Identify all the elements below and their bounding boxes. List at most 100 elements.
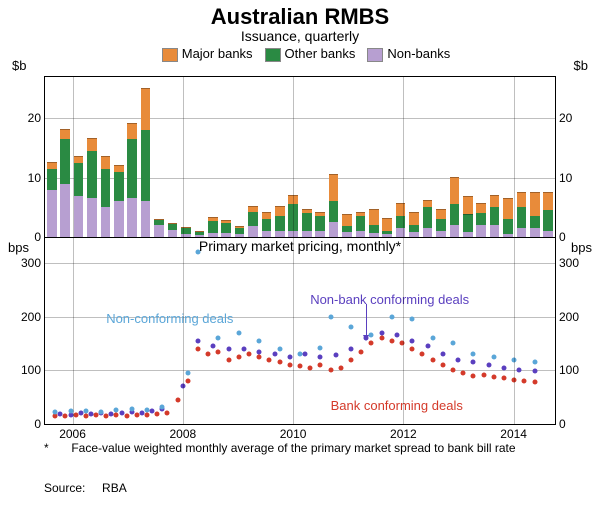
bar-segment (262, 218, 272, 231)
bar-segment (195, 231, 205, 232)
legend-label: Non-banks (387, 46, 450, 61)
data-point (517, 368, 522, 373)
data-point (481, 372, 486, 377)
bar-segment (315, 212, 325, 216)
data-point (196, 338, 201, 343)
bar-segment (235, 226, 245, 228)
bar-segment (409, 212, 419, 225)
bar-segment (87, 197, 97, 237)
bar-segment (248, 211, 258, 227)
bar-segment (329, 221, 339, 237)
data-point (338, 365, 343, 370)
y-tick: 200 (21, 310, 41, 324)
data-point (333, 353, 338, 358)
data-point (440, 352, 445, 357)
bar-segment (208, 217, 218, 221)
data-point (328, 368, 333, 373)
data-point (349, 325, 354, 330)
data-point (522, 379, 527, 384)
top-panel: 1010202000 (44, 76, 556, 238)
y-tick: 300 (559, 256, 579, 270)
y-tick: 100 (559, 363, 579, 377)
x-tick: 2012 (390, 427, 417, 441)
data-point (160, 404, 165, 409)
data-point (241, 346, 246, 351)
data-point (247, 352, 252, 357)
bar-segment (463, 196, 473, 215)
data-point (58, 412, 63, 417)
bar-segment (517, 192, 527, 208)
data-point (139, 410, 144, 415)
data-point (491, 354, 496, 359)
legend-swatch (265, 48, 281, 62)
data-point (216, 336, 221, 341)
bar-segment (221, 222, 231, 234)
bar-segment (530, 192, 540, 217)
bar-segment (302, 212, 312, 231)
data-point (298, 364, 303, 369)
data-point (145, 413, 150, 418)
bar-segment (168, 223, 178, 224)
data-point (257, 354, 262, 359)
bar-segment (436, 209, 446, 219)
y-tick: 100 (21, 363, 41, 377)
bar-segment (114, 165, 124, 172)
data-point (165, 411, 170, 416)
data-point (257, 349, 262, 354)
bar-segment (490, 195, 500, 208)
data-point (303, 352, 308, 357)
bar-segment (530, 215, 540, 228)
bar-segment (476, 203, 486, 213)
bar-segment (275, 215, 285, 231)
data-point (369, 333, 374, 338)
data-point (532, 360, 537, 365)
top-legend: Major banksOther banksNon-banks (0, 46, 600, 62)
x-tick: 2010 (280, 427, 307, 441)
data-point (272, 352, 277, 357)
bar-segment (101, 168, 111, 208)
bar-segment (74, 162, 84, 196)
bar-segment (423, 200, 433, 207)
bar-segment (342, 214, 352, 227)
bar-segment (101, 206, 111, 237)
data-point (451, 341, 456, 346)
data-point (287, 354, 292, 359)
data-point (532, 369, 537, 374)
source-line: Source: RBA (44, 480, 570, 496)
x-tick: 2006 (59, 427, 86, 441)
data-point (502, 376, 507, 381)
bar-segment (356, 215, 366, 231)
data-point (471, 373, 476, 378)
footnote: * Face-value weighted monthly average of… (44, 440, 570, 456)
data-point (211, 344, 216, 349)
x-tick: 2008 (169, 427, 196, 441)
bar-segment (356, 212, 366, 216)
data-point (410, 346, 415, 351)
bar-segment (141, 88, 151, 130)
data-point (389, 338, 394, 343)
bottom-panel: 10010020020030030000Non-conforming deals… (44, 236, 556, 425)
bar-segment (382, 218, 392, 231)
data-point (196, 346, 201, 351)
source-value: RBA (102, 481, 127, 495)
data-point (185, 379, 190, 384)
chart-container: { "title": "Australian RMBS", "top": { "… (0, 0, 600, 516)
bar-segment (543, 209, 553, 231)
data-point (257, 338, 262, 343)
data-point (216, 349, 221, 354)
bar-segment (127, 197, 137, 237)
bar-segment (60, 129, 70, 139)
data-point (318, 345, 323, 350)
legend-swatch (367, 48, 383, 62)
bar-segment (315, 215, 325, 231)
bar-segment (235, 227, 245, 234)
bar-segment (275, 206, 285, 216)
data-point (451, 368, 456, 373)
bar-segment (517, 206, 527, 228)
bar-segment (127, 123, 137, 139)
data-point (349, 357, 354, 362)
y-tick: 0 (559, 417, 566, 431)
bar-segment (141, 129, 151, 201)
footnote-marker: * (44, 440, 68, 456)
data-point (83, 408, 88, 413)
